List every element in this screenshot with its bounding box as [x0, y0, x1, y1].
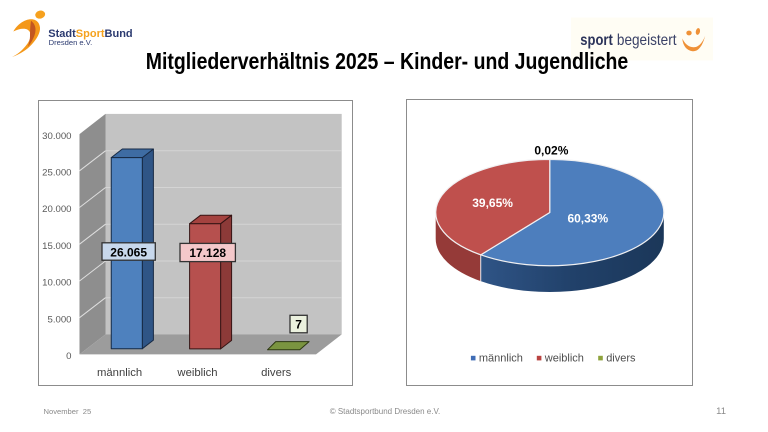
svg-text:sport: sport	[580, 32, 613, 49]
svg-text:30.000: 30.000	[42, 131, 71, 142]
svg-text:60,33%: 60,33%	[567, 212, 608, 226]
svg-text:0: 0	[66, 351, 71, 362]
svg-text:15.000: 15.000	[42, 241, 71, 252]
svg-text:Dresden e.V.: Dresden e.V.	[49, 38, 93, 47]
svg-text:divers: divers	[261, 367, 291, 379]
svg-text:39,65%: 39,65%	[472, 196, 513, 210]
svg-text:25.000: 25.000	[42, 168, 71, 179]
svg-text:5.000: 5.000	[47, 314, 71, 325]
svg-text:17.128: 17.128	[189, 246, 226, 260]
svg-text:begeistert: begeistert	[617, 32, 677, 49]
svg-text:divers: divers	[606, 352, 636, 364]
svg-text:7: 7	[295, 317, 302, 331]
svg-text:10.000: 10.000	[42, 278, 71, 289]
svg-text:weiblich: weiblich	[176, 367, 217, 379]
svg-text:weiblich: weiblich	[544, 352, 584, 364]
svg-text:männlich: männlich	[479, 352, 523, 364]
svg-text:0,02%: 0,02%	[534, 144, 568, 158]
svg-text:StadtSportBund: StadtSportBund	[48, 28, 132, 40]
svg-text:männlich: männlich	[97, 367, 142, 379]
svg-text:20.000: 20.000	[42, 204, 71, 215]
svg-text:26.065: 26.065	[110, 246, 147, 260]
svg-text:Mitgliederverhältnis 2025 – Ki: Mitgliederverhältnis 2025 – Kinder- und …	[146, 48, 629, 74]
